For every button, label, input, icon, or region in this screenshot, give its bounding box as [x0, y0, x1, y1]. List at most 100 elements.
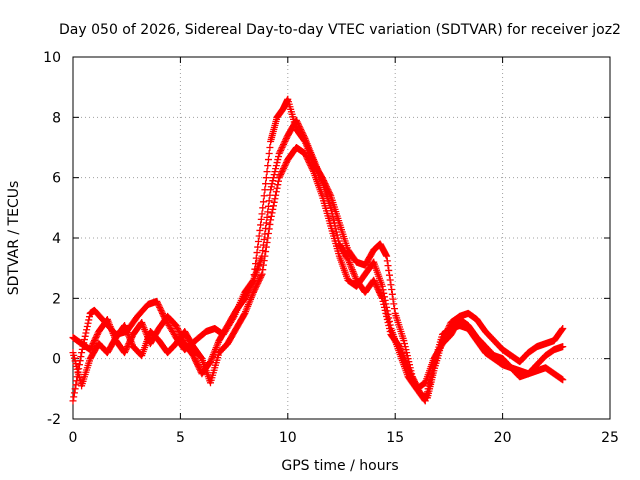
data-point	[371, 279, 379, 287]
data-point	[558, 326, 566, 334]
data-point	[257, 272, 265, 280]
data-point	[268, 180, 276, 188]
data-point	[272, 191, 280, 199]
data-point	[381, 296, 389, 304]
data-point	[90, 337, 98, 345]
data-point	[241, 294, 249, 302]
data-point	[279, 166, 287, 174]
data-point	[259, 204, 267, 212]
data-point	[265, 225, 273, 233]
data-point	[264, 208, 272, 216]
data-point	[174, 326, 182, 334]
data-point	[268, 209, 276, 217]
data-point	[259, 266, 267, 274]
data-point	[292, 116, 300, 124]
data-point	[250, 287, 258, 295]
data-point	[78, 349, 86, 357]
data-point	[383, 257, 391, 265]
data-point	[69, 397, 77, 405]
data-point	[423, 391, 431, 399]
data-point	[300, 131, 308, 139]
data-point	[307, 163, 315, 171]
data-point	[258, 210, 266, 218]
data-point	[172, 321, 180, 329]
data-point	[276, 172, 284, 180]
y-tick-label: 2	[52, 291, 61, 307]
data-point	[123, 344, 131, 352]
data-point	[77, 353, 85, 361]
data-point	[380, 293, 388, 301]
data-point	[333, 231, 341, 239]
data-point	[297, 127, 305, 135]
data-point	[267, 186, 275, 194]
data-point	[274, 181, 282, 189]
data-point	[257, 273, 265, 281]
data-point	[282, 136, 290, 144]
data-point	[271, 195, 279, 203]
data-point	[272, 188, 280, 196]
data-point	[266, 220, 274, 228]
data-point	[330, 216, 338, 224]
data-point	[293, 118, 301, 126]
data-point	[282, 134, 290, 142]
data-point	[385, 314, 393, 322]
data-point	[256, 275, 264, 283]
data-point	[403, 349, 411, 357]
data-point	[93, 332, 101, 340]
data-point	[282, 159, 290, 167]
data-point	[252, 284, 260, 292]
data-point	[559, 343, 567, 351]
data-point	[72, 381, 80, 389]
data-point	[308, 165, 316, 173]
data-point	[425, 382, 433, 390]
data-point	[390, 305, 398, 313]
data-point	[273, 184, 281, 192]
data-point	[271, 168, 279, 176]
data-point	[262, 180, 270, 188]
x-tick-label: 25	[601, 430, 619, 446]
data-point	[295, 121, 303, 129]
data-point	[280, 140, 288, 148]
data-point	[303, 154, 311, 162]
data-point	[385, 266, 393, 274]
chart-title: Day 050 of 2026, Sidereal Day-to-day VTE…	[59, 22, 621, 38]
x-tick-label: 0	[69, 430, 78, 446]
data-point	[258, 270, 266, 278]
data-point	[263, 168, 271, 176]
data-point	[173, 323, 181, 331]
data-point	[194, 362, 202, 370]
data-point	[191, 355, 199, 363]
data-point	[274, 153, 282, 161]
data-point	[262, 248, 270, 256]
data-point	[121, 349, 129, 357]
tick-labels: 0 5 10 15 20 25 -2 0 2 4 6 8 10	[43, 50, 619, 446]
data-point	[193, 359, 201, 367]
data-point	[383, 303, 391, 311]
data-point	[80, 336, 88, 344]
data-point	[304, 156, 312, 164]
data-point	[332, 228, 340, 236]
data-point	[278, 168, 286, 176]
data-point	[278, 144, 286, 151]
data-point	[191, 356, 199, 364]
data-point	[154, 300, 162, 308]
data-point	[281, 162, 289, 170]
y-axis-label: SDTVAR / TECUs	[6, 181, 22, 296]
data-point	[297, 125, 305, 133]
data-point	[90, 338, 98, 346]
data-point	[421, 397, 429, 405]
data-point	[262, 174, 270, 182]
data-point	[370, 276, 378, 284]
data-point	[277, 169, 285, 177]
y-tick-label: 0	[52, 352, 61, 368]
data-point	[158, 308, 166, 316]
data-point	[254, 279, 262, 287]
data-point	[274, 156, 282, 164]
data-point	[91, 335, 99, 343]
data-point	[70, 393, 78, 401]
data-point	[84, 319, 92, 327]
data-point	[385, 317, 393, 325]
y-tick-label: 4	[52, 231, 61, 247]
data-point	[257, 215, 265, 223]
